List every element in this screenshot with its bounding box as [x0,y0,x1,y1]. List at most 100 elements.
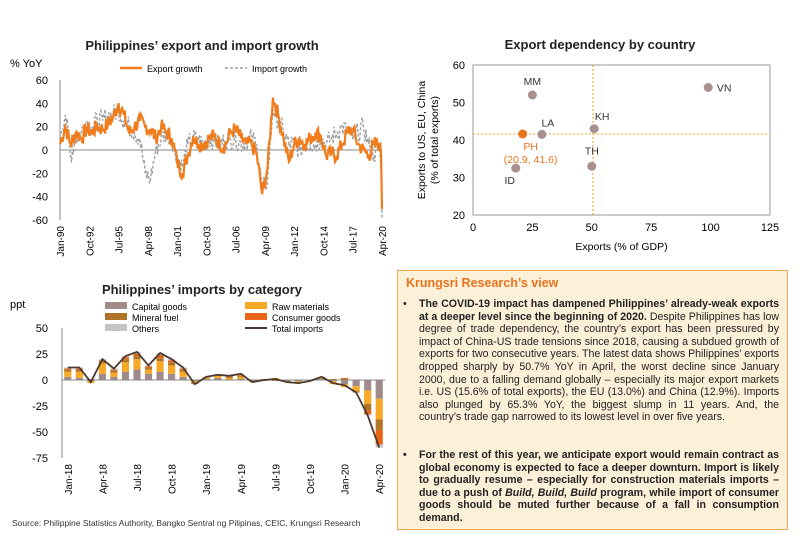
x-tick-label: Jul-17 [349,226,360,254]
x-tick-label: Jan-18 [64,464,75,495]
bar-raw-materials [64,371,72,377]
bar-mineral-fuel [110,370,118,373]
x-tick-label: 50 [586,222,598,234]
bar-capital-goods [191,380,199,382]
bar-mineral-fuel [271,380,279,382]
export-import-growth-chart: % YoY 60 40 20 0 -20 -40 -60 Export growth Import… [10,58,389,257]
chart2-title: Export dependency by country [504,37,696,52]
y-tick-label: 40 [453,135,465,147]
bar-mineral-fuel [87,378,95,380]
bar-raw-materials [317,377,326,379]
bar-mineral-fuel [364,403,372,411]
bar-mineral-fuel [168,362,176,366]
bar-raw-materials [375,398,383,420]
bar-capital-goods [294,380,303,382]
view-bullet-1: • The COVID-19 impact has dampened Phili… [403,298,779,424]
bar-raw-materials [121,362,130,372]
x-tick-label: Oct-14 [319,226,330,256]
legend-swatch-capital-goods [105,302,127,309]
point-ph [518,129,528,139]
bar-others [64,367,72,369]
y-tick-label: -20 [32,168,48,180]
research-view-panel: Krungsri Research’s view • The COVID-19 … [397,270,788,530]
bar-consumer-goods [75,368,83,370]
x-tick-label: Oct-03 [202,226,213,256]
point-th [587,161,597,171]
point-label-vn: VN [717,83,732,95]
legend-swatch-raw-materials [245,302,267,309]
legend-label-raw-materials: Raw materials [272,302,330,312]
x-tick-label: 0 [470,222,476,234]
y-tick-label: 60 [36,75,48,87]
bar-capital-goods [375,380,383,399]
bar-capital-goods [168,373,176,380]
bar-raw-materials [133,359,141,370]
source-note: Source: Philippine Statistics Authority,… [12,518,361,528]
research-view-title: Krungsri Research’s view [406,276,559,290]
y-tick-label: -40 [32,192,48,204]
legend-label-capital-goods: Capital goods [132,302,188,312]
total-imports-line [67,350,381,448]
x-tick-label: Oct-19 [306,464,317,494]
point-label-mm: MM [524,76,542,88]
bar-capital-goods [133,369,141,380]
bullet1-rest: Despite Philippines has low degree of tr… [419,310,779,424]
bullet2-part-a: For the rest of this year, we anticipate… [419,449,779,499]
export-dependency-scatter: 20 30 40 50 60 0 25 50 75 100 125 Exports (% of GDP… [416,60,779,253]
bar-raw-materials [110,372,118,377]
legend-export-label: Export growth [147,64,203,74]
bar-consumer-goods [110,369,118,371]
x-tick-label: Jan-90 [56,226,67,257]
bar-raw-materials [168,365,176,374]
bar-consumer-goods [121,357,130,360]
x-tick-label: Apr-19 [237,464,248,494]
bullet2-part-b: program, while import of consumer goods … [419,486,779,524]
view-bullet-2: • For the rest of this year, we anticipa… [403,449,779,525]
point-la [537,129,547,139]
legend-swatch-others [105,324,127,331]
legend-import-label: Import growth [252,64,307,74]
plot-area-border [472,64,771,216]
x-tick-label: Jul-95 [115,226,126,254]
x-tick-label: Jul-06 [232,226,243,254]
y-tick-label: 25 [36,349,48,361]
x-tick-label: Jan-19 [202,464,213,495]
point-label-th: TH [585,145,599,157]
y-tick-label: 40 [36,98,48,110]
y-axis-unit-label: ppt [10,299,25,311]
x-tick-label: Oct-92 [85,226,96,256]
bar-raw-materials [214,375,222,378]
x-tick-label: Apr-98 [144,226,155,256]
x-axis-label: Exports (% of GDP) [575,241,667,253]
bar-mineral-fuel [64,369,72,372]
bar-raw-materials [98,363,106,374]
x-tick-label: Oct-18 [168,464,179,494]
bar-capital-goods [64,376,72,380]
x-tick-label: Jul-18 [133,464,144,492]
bar-capital-goods [364,380,372,391]
bar-capital-goods [202,378,210,380]
point-vn [703,83,713,92]
legend-swatch-consumer-goods [245,313,267,320]
x-tick-label: Apr-09 [261,226,272,256]
y-axis-unit-label: % YoY [10,58,43,70]
x-tick-label: Jan-20 [341,464,352,495]
bar-capital-goods [179,376,187,380]
bar-mineral-fuel [341,378,349,380]
bar-mineral-fuel [75,369,83,372]
bullet1-bold: The COVID-19 impact has dampened Philipp… [419,298,779,323]
chart1-title: Philippines’ export and import growth [85,38,319,53]
bar-mineral-fuel [225,376,233,378]
bar-capital-goods [248,380,256,382]
bar-mineral-fuel [133,356,141,360]
y-tick-label: -25 [32,401,48,413]
bar-consumer-goods [237,374,245,376]
bullet-dot: • [403,449,407,461]
legend-label-mineral-fuel: Mineral fuel [132,313,179,323]
bar-mineral-fuel [179,369,187,372]
bar-raw-materials [294,381,303,383]
bar-consumer-goods [156,355,164,359]
bar-raw-materials [144,369,153,374]
imports-by-category-chart: ppt 50 25 0 -25 -50 -75 Capital goods Raw materi… [10,299,386,495]
bar-capital-goods [98,373,106,380]
